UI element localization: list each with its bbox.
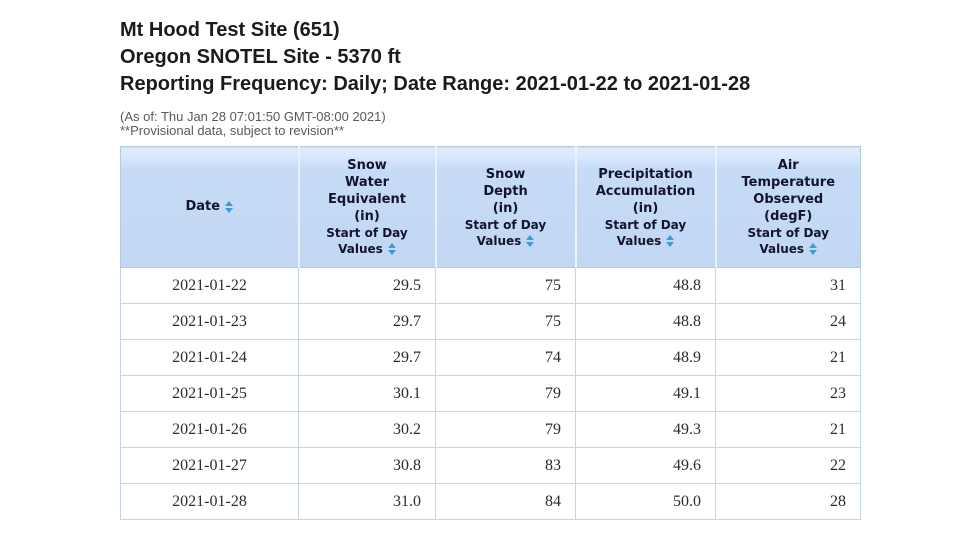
cell-snow-depth: 75 [435, 303, 576, 340]
table-row: 2021-01-27 30.8 83 49.6 22 [120, 447, 861, 484]
site-title: Mt Hood Test Site (651) [120, 19, 340, 41]
cell-snow-depth: 79 [435, 411, 576, 448]
cell-date: 2021-01-23 [120, 303, 299, 340]
cell-snow-water-equivalent: 29.5 [298, 267, 436, 304]
snotel-data-table: Date Snow Water Equivalent (in) Start of… [120, 146, 861, 520]
cell-precipitation-accumulation: 48.8 [575, 303, 716, 340]
cell-snow-water-equivalent: 31.0 [298, 483, 436, 520]
sort-updown-icon[interactable] [809, 243, 818, 255]
page: Mt Hood Test Site (651) Oregon SNOTEL Si… [120, 17, 980, 520]
column-unit: (degF) [764, 209, 813, 224]
column-label: Air Temperature Observed [741, 158, 836, 207]
cell-air-temperature: 31 [715, 267, 861, 304]
sort-updown-icon[interactable] [666, 234, 675, 247]
cell-snow-depth: 83 [435, 447, 576, 484]
cell-precipitation-accumulation: 48.9 [575, 339, 716, 376]
sort-updown-icon[interactable] [225, 201, 234, 213]
cell-snow-water-equivalent: 29.7 [298, 303, 436, 340]
report-meta: (As of: Thu Jan 28 07:01:50 GMT-08:00 20… [120, 110, 980, 138]
cell-date: 2021-01-27 [120, 447, 299, 484]
cell-snow-depth: 75 [435, 267, 576, 304]
column-unit: (in) [492, 200, 519, 216]
table-row: 2021-01-28 31.0 84 50.0 28 [120, 483, 861, 520]
sort-updown-icon[interactable] [387, 243, 396, 255]
table-row: 2021-01-23 29.7 75 48.8 24 [120, 303, 861, 340]
sort-updown-icon[interactable] [526, 234, 535, 247]
cell-snow-depth: 84 [435, 483, 576, 520]
cell-date: 2021-01-22 [120, 267, 299, 304]
column-unit: (in) [354, 209, 380, 224]
cell-air-temperature: 21 [715, 411, 861, 448]
cell-air-temperature: 23 [715, 375, 861, 412]
column-label: Snow Depth [483, 166, 528, 199]
column-sub-label: Start of Day [747, 226, 829, 240]
table-row: 2021-01-26 30.2 79 49.3 21 [120, 411, 861, 448]
report-frequency-range: Reporting Frequency: Daily; Date Range: … [120, 73, 751, 95]
report-header: Mt Hood Test Site (651) Oregon SNOTEL Si… [120, 17, 980, 138]
cell-air-temperature: 28 [715, 483, 861, 520]
cell-precipitation-accumulation: 48.8 [575, 267, 716, 304]
cell-snow-depth: 79 [435, 375, 576, 412]
cell-precipitation-accumulation: 49.1 [575, 375, 716, 412]
column-header-snow-depth[interactable]: Snow Depth (in) Start of Day Values [434, 146, 576, 268]
column-sub-label: Values [759, 242, 805, 256]
cell-air-temperature: 21 [715, 339, 861, 376]
column-header-snow-water-equivalent[interactable]: Snow Water Equivalent (in) Start of Day … [297, 146, 436, 268]
column-sub-label: Start of Day [326, 226, 408, 240]
column-label: Snow Water Equivalent [328, 158, 406, 207]
table-row: 2021-01-25 30.1 79 49.1 23 [120, 375, 861, 412]
provisional-note: **Provisional data, subject to revision*… [120, 123, 345, 138]
column-header-precipitation-accumulation[interactable]: Precipitation Accumulation (in) Start of… [574, 146, 716, 268]
cell-air-temperature: 22 [715, 447, 861, 484]
cell-snow-water-equivalent: 30.2 [298, 411, 436, 448]
table-row: 2021-01-24 29.7 74 48.9 21 [120, 339, 861, 376]
cell-date: 2021-01-25 [120, 375, 299, 412]
column-sub-label: Start of Day [604, 217, 687, 232]
cell-snow-water-equivalent: 30.1 [298, 375, 436, 412]
column-sub-label: Start of Day [464, 217, 547, 232]
column-label: Date [185, 199, 221, 214]
table-row: 2021-01-22 29.5 75 48.8 31 [120, 267, 861, 304]
cell-air-temperature: 24 [715, 303, 861, 340]
cell-precipitation-accumulation: 50.0 [575, 483, 716, 520]
cell-snow-depth: 74 [435, 339, 576, 376]
column-header-date[interactable]: Date [120, 146, 299, 268]
cell-date: 2021-01-26 [120, 411, 299, 448]
column-sub-label: Values [476, 233, 522, 248]
column-header-air-temperature[interactable]: Air Temperature Observed (degF) Start of… [714, 146, 861, 268]
column-label: Precipitation Accumulation [595, 166, 696, 199]
cell-precipitation-accumulation: 49.6 [575, 447, 716, 484]
header-row: Date Snow Water Equivalent (in) Start of… [120, 146, 861, 268]
column-sub-label: Values [338, 242, 383, 256]
cell-snow-water-equivalent: 30.8 [298, 447, 436, 484]
column-sub-label: Values [616, 233, 662, 248]
cell-precipitation-accumulation: 49.3 [575, 411, 716, 448]
site-subtitle: Oregon SNOTEL Site - 5370 ft [120, 46, 401, 68]
column-unit: (in) [632, 200, 659, 216]
cell-date: 2021-01-28 [120, 483, 299, 520]
as-of-timestamp: (As of: Thu Jan 28 07:01:50 GMT-08:00 20… [120, 109, 386, 124]
cell-snow-water-equivalent: 29.7 [298, 339, 436, 376]
cell-date: 2021-01-24 [120, 339, 299, 376]
